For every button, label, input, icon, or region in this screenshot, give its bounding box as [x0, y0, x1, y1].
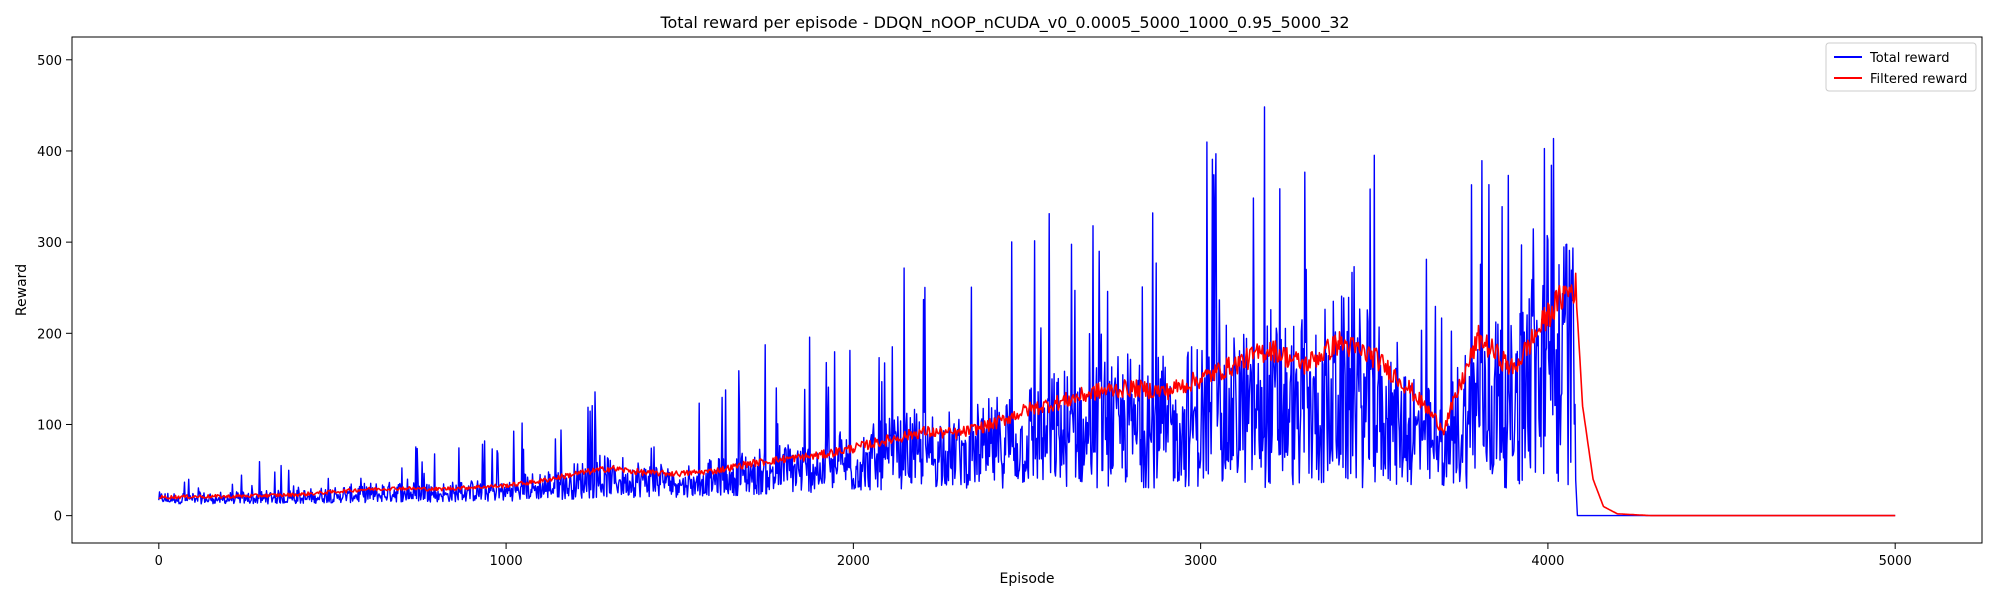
y-tick-label: 400: [37, 145, 62, 160]
series-total-reward-line: [158, 106, 1896, 517]
y-axis-label: Reward: [14, 264, 30, 316]
y-tick-label: 200: [37, 327, 62, 342]
x-tick-label: 2000: [837, 554, 870, 569]
y-tick-label: 500: [37, 54, 62, 69]
x-tick-label: 3000: [1184, 554, 1217, 569]
legend-label: Total reward: [1869, 51, 1950, 66]
legend-label: Filtered reward: [1870, 72, 1967, 87]
series-filtered-reward-line: [158, 272, 1896, 517]
chart-title: Total reward per episode - DDQN_nOOP_nCU…: [659, 13, 1349, 33]
x-tick-label: 0: [155, 554, 163, 569]
x-axis-label: Episode: [1000, 571, 1055, 587]
y-tick-label: 100: [37, 418, 62, 433]
y-tick-label: 0: [54, 510, 62, 525]
legend: Total reward Filtered reward: [1825, 42, 1977, 92]
y-tick-label: 300: [37, 236, 62, 251]
legend-box: [1825, 42, 1977, 92]
x-tick-label: 1000: [490, 554, 523, 569]
tick-layer: 0 1000 2000 3000 4000 5000 0 100 200 300 400 500: [37, 54, 1912, 569]
plot-frame: [71, 36, 1983, 544]
x-tick-label: 5000: [1879, 554, 1912, 569]
x-tick-label: 4000: [1531, 554, 1564, 569]
series-layer: [158, 106, 1896, 517]
